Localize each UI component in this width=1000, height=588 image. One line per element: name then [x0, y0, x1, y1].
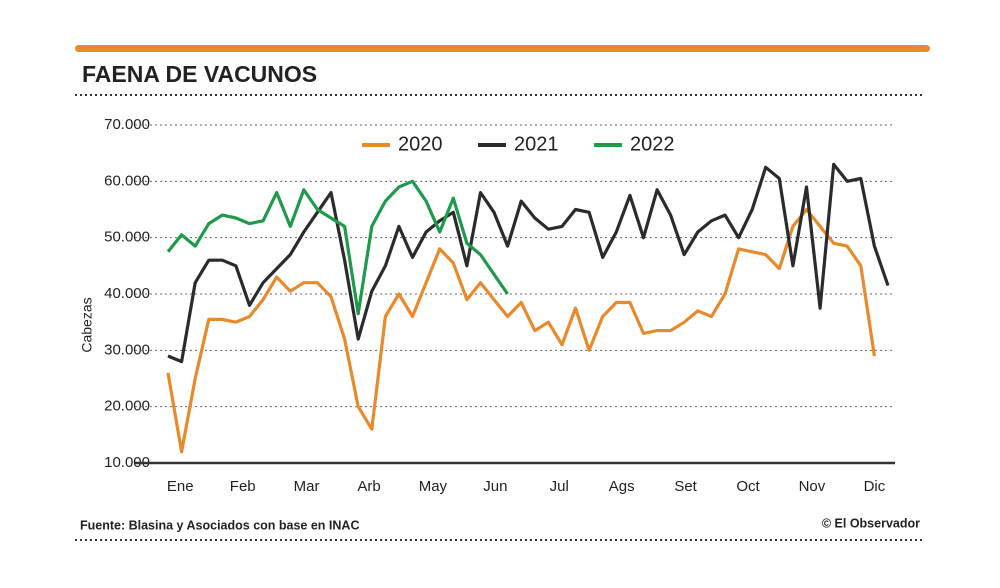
x-tick-label: Ags [609, 478, 635, 495]
x-tick-label: Nov [799, 478, 826, 495]
legend-label: 2021 [514, 133, 559, 155]
y-tick-label: 30.000 [104, 341, 150, 358]
credit: © El Observador [822, 516, 920, 530]
x-tick-label: Set [674, 478, 697, 495]
source: Fuente: Blasina y Asociados con base en … [80, 518, 359, 532]
x-tick-label: Arb [357, 478, 380, 495]
y-tick-label: 40.000 [104, 285, 150, 302]
y-tick-label: 20.000 [104, 398, 150, 415]
top-bar [75, 45, 930, 52]
series-line [166, 207, 876, 454]
x-tick-label: Ene [167, 478, 194, 495]
y-tick-label: 70.000 [104, 116, 150, 133]
x-tick-label: Jun [483, 478, 507, 495]
y-tick-label: 10.000 [104, 454, 150, 471]
x-tick-label: Oct [736, 478, 760, 495]
y-tick-label: 50.000 [104, 229, 150, 246]
x-tick-label: Mar [294, 478, 320, 495]
chart-title: FAENA DE VACUNOS [82, 61, 317, 87]
x-tick-label: Dic [864, 478, 886, 495]
legend-label: 2022 [630, 133, 675, 155]
series-line [167, 162, 890, 364]
legend-label: 2020 [398, 133, 443, 155]
x-tick-label: May [419, 478, 448, 495]
y-axis-label: Cabezas [79, 297, 95, 352]
x-tick-label: Feb [230, 478, 256, 495]
series-line [166, 179, 509, 316]
y-tick-label: 60.000 [104, 172, 150, 189]
x-tick-label: Jul [550, 478, 569, 495]
